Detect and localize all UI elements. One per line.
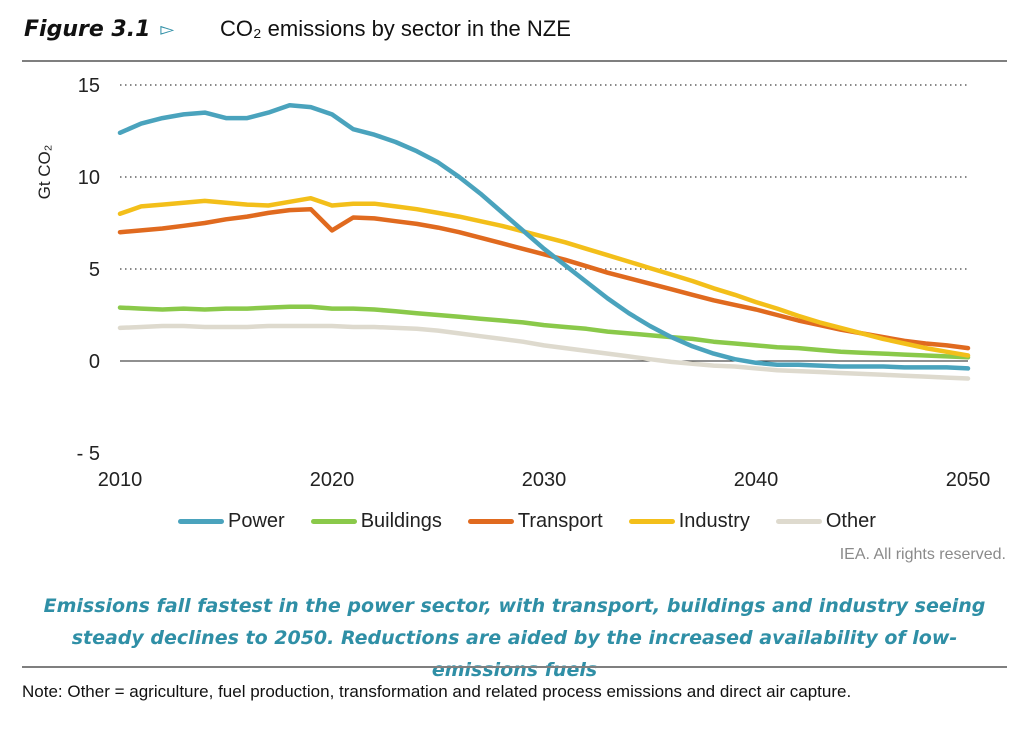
x-tick-label: 2010 xyxy=(98,469,143,491)
x-tick-label: 2030 xyxy=(522,469,567,491)
bottom-divider xyxy=(22,666,1007,668)
series-line-power xyxy=(117,102,971,371)
legend-item-industry: Industry xyxy=(628,509,750,533)
grid-lines xyxy=(120,84,968,362)
legend-item-power: Power xyxy=(178,510,285,533)
legend-item-other: Other xyxy=(775,509,876,533)
axes: - 5 0 5 10 15 2010 2020 2030 2040 2050 xyxy=(77,75,991,491)
x-tick-label: 2020 xyxy=(310,469,355,491)
figure-marker-icon: ▻ xyxy=(160,18,175,40)
series-line-transport xyxy=(117,206,971,351)
series-lines xyxy=(117,102,971,381)
chart-legend: Power Buildings Transport Industry Other xyxy=(178,506,902,536)
legend-item-buildings: Buildings xyxy=(310,509,442,533)
y-tick-label: 5 xyxy=(89,259,100,281)
legend-swatch xyxy=(178,518,224,524)
x-tick-label: 2050 xyxy=(946,469,991,491)
series-line-buildings xyxy=(117,304,971,360)
legend-label: Other xyxy=(825,509,876,532)
series-line-industry xyxy=(117,195,971,358)
credit-text: IEA. All rights reserved. xyxy=(839,546,1006,563)
figure-number: Figure 3.1 xyxy=(24,16,151,42)
figure-heading: Figure 3.1 ▻ xyxy=(24,12,174,46)
top-divider xyxy=(22,60,1007,62)
figure-note: Note: Other = agriculture, fuel producti… xyxy=(22,682,852,701)
legend-item-transport: Transport xyxy=(467,509,603,533)
legend-label: Buildings xyxy=(360,509,442,532)
legend-label: Power xyxy=(228,509,285,532)
x-tick-label: 2040 xyxy=(734,469,779,491)
legend-swatch xyxy=(628,518,675,524)
y-tick-label: 0 xyxy=(89,351,100,373)
figure-caption: Emissions fall fastest in the power sect… xyxy=(43,595,986,681)
y-axis-label: Gt CO₂ xyxy=(35,145,54,200)
legend-label: Transport xyxy=(517,509,603,532)
legend-swatch xyxy=(775,518,822,524)
figure-title: CO₂ emissions by sector in the NZE xyxy=(220,16,571,41)
series-line-other xyxy=(117,323,971,381)
legend-swatch xyxy=(467,518,514,524)
y-tick-label: 15 xyxy=(78,75,100,97)
emissions-line-chart: - 5 0 5 10 15 2010 2020 2030 2040 2050 Gt CO₂ xyxy=(35,75,991,491)
y-tick-label: - 5 xyxy=(77,443,100,465)
legend-label: Industry xyxy=(678,509,750,532)
y-tick-label: 10 xyxy=(78,167,100,189)
legend-swatch xyxy=(310,518,357,524)
